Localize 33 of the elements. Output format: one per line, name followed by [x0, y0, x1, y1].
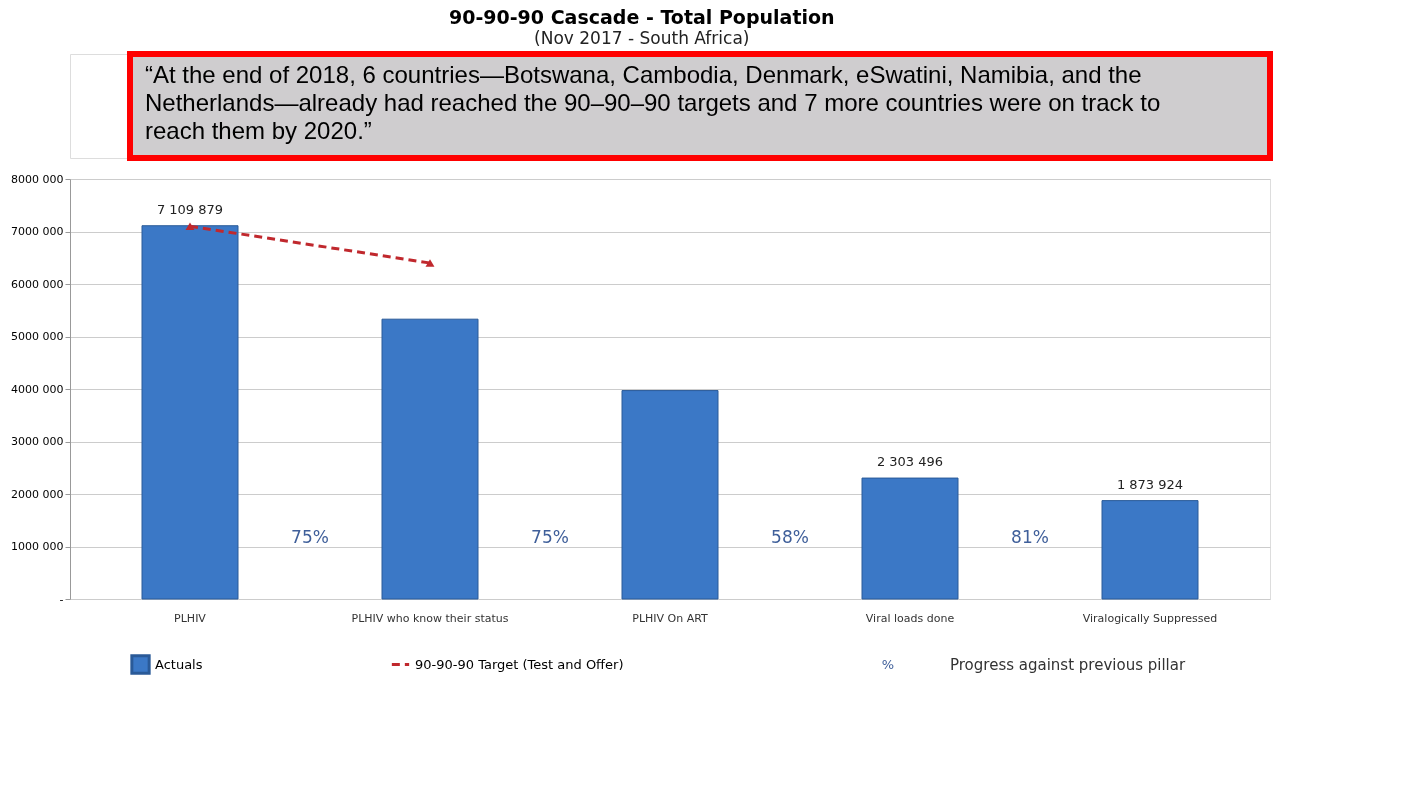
bar: [381, 318, 479, 600]
x-tick-label: PLHIV: [174, 612, 207, 625]
annotation: 75%: [291, 527, 329, 548]
bar: [621, 390, 719, 600]
data-label: 2 303 496: [876, 454, 944, 470]
annotation: 58%: [771, 527, 809, 548]
x-tick-label: Viralogically Suppressed: [1082, 612, 1218, 625]
chart-subtitle: (Nov 2017 - South Africa): [534, 27, 750, 48]
data-label: 7 109 879: [156, 201, 224, 217]
y-tick-label: -: [59, 592, 64, 606]
bar: [1101, 500, 1199, 600]
y-tick-label: 3000 000: [11, 435, 64, 448]
data-label: 1 873 924: [1116, 476, 1184, 492]
y-tick-label: 4000 000: [11, 382, 64, 396]
annotation: 81%: [1011, 527, 1049, 548]
x-tick-label: PLHIV On ART: [632, 612, 709, 625]
y-tick-label: 2000 000: [11, 487, 64, 501]
y-tick-label: 8000 000: [11, 172, 64, 186]
y-tick-label: 1000 000: [11, 540, 64, 553]
text: %: [881, 657, 895, 672]
bar: [141, 225, 239, 600]
y-tick-label: 5000 000: [11, 330, 64, 343]
text: “At the end of 2018, 6 countries—Botswana, Cambodia, Denmark, eSwatini, Namibia, and the Netherlands—already had reached the 90–90–90 targets and 7 more countries were on track to reach them by 2020.”: [145, 61, 1161, 144]
chart-title: 90-90-90 Cascade - Total Population: [448, 5, 835, 28]
x-tick-label: PLHIV who know their status: [351, 612, 509, 625]
legend-label: Actuals: [155, 656, 203, 672]
text: Progress against previous pillar: [950, 656, 1186, 674]
annotation: 75%: [531, 527, 569, 548]
y-tick-label: 6000 000: [11, 277, 64, 291]
x-tick-label: Viral loads done: [865, 612, 955, 625]
y-tick-label: 7000 000: [11, 225, 64, 238]
legend-label: 90-90-90 Target (Test and Offer): [415, 656, 624, 672]
bar: [861, 477, 959, 600]
